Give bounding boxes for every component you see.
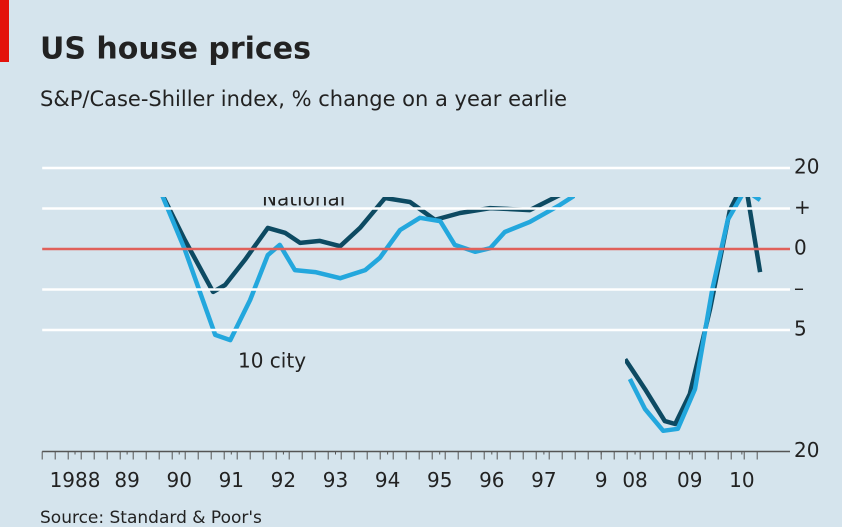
x-tick-label: 97 [531, 468, 556, 492]
x-tick-label: 09 [677, 468, 702, 492]
y-tick-label: – [794, 276, 804, 300]
y-tick-label: 20 [794, 155, 819, 179]
x-tick-label: 10 [729, 468, 754, 492]
x-tick-label: 93 [323, 468, 348, 492]
x-tick-label: 9 [595, 468, 608, 492]
annotation: National [262, 187, 345, 211]
y-tick-label: 5 [794, 317, 807, 341]
x-tick-label: 91 [219, 468, 244, 492]
chart-subtitle: S&P/Case-Shiller index, % change on a ye… [40, 87, 567, 111]
y-tick-label: + [794, 195, 811, 219]
x-tick-label: 89 [114, 468, 139, 492]
x-tick-label: 95 [427, 468, 452, 492]
x-tick-label: 90 [166, 468, 191, 492]
series-line [157, 197, 763, 427]
source: Source: Standard & Poor's [40, 508, 262, 527]
series-line [157, 197, 762, 434]
y-tick-label: 0 [794, 236, 807, 260]
annotation: 10 city [238, 349, 306, 373]
x-tick-label: 1988 [50, 468, 101, 492]
x-tick-label: 96 [479, 468, 504, 492]
x-tick-label: 08 [622, 468, 647, 492]
red-tag [0, 0, 9, 62]
y-tick-label: 20 [794, 438, 819, 462]
x-tick-label: 94 [375, 468, 400, 492]
chart-title: US house prices [40, 32, 311, 67]
x-tick-label: 92 [271, 468, 296, 492]
plot [157, 197, 763, 434]
